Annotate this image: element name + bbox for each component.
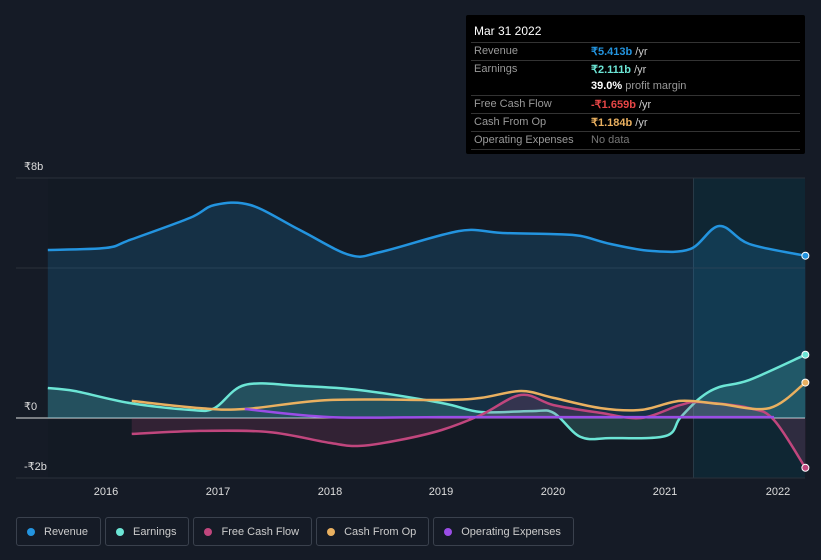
earnings-end-point — [801, 350, 810, 359]
tooltip-row-revenue: Revenue ₹5.413b /yr — [471, 42, 800, 60]
earnings-dot-icon — [116, 527, 125, 536]
legend-earnings[interactable]: Earnings — [105, 517, 190, 546]
legend-free-cash-flow[interactable]: Free Cash Flow — [193, 517, 313, 546]
y-tick-label: -₹2b — [24, 461, 47, 473]
y-tick-label: ₹8b — [24, 161, 44, 173]
opex-dot-icon — [444, 527, 453, 536]
revenue-dot-icon — [27, 527, 35, 536]
revenue-line — [47, 201, 806, 258]
x-tick-label: 2022 — [765, 486, 791, 498]
revenue-end-point — [801, 251, 810, 260]
tooltip-row-cfo: Cash From Op ₹1.184b /yr — [471, 113, 800, 131]
legend-operating-expenses[interactable]: Operating Expenses — [433, 517, 574, 546]
tooltip: Mar 31 2022 Revenue ₹5.413b /yr Earnings ₹… — [466, 15, 805, 154]
legend-cash-from-op[interactable]: Cash From Op — [316, 517, 430, 546]
tooltip-row-margin: 39.0% profit margin — [591, 80, 687, 92]
earnings-line — [47, 353, 806, 441]
tooltip-row-fcf: Free Cash Flow -₹1.659b /yr — [471, 95, 800, 113]
tooltip-row-opex: Operating Expenses No data — [471, 131, 800, 150]
operating-expenses-line — [244, 407, 775, 419]
x-tick-label: 2021 — [652, 486, 678, 498]
tooltip-date: Mar 31 2022 — [474, 24, 542, 38]
tooltip-row-earnings: Earnings ₹2.111b /yr — [471, 60, 800, 78]
x-tick-label: 2017 — [205, 486, 231, 498]
fcf-dot-icon — [204, 527, 213, 536]
legend: Revenue Earnings Free Cash Flow Cash Fro… — [16, 517, 574, 546]
free-cash-flow-end-point — [801, 463, 810, 472]
y-tick-label: ₹0 — [24, 401, 38, 413]
x-tick-label: 2020 — [540, 486, 566, 498]
revenue-area — [47, 202, 806, 418]
x-tick-label: 2018 — [317, 486, 343, 498]
legend-revenue[interactable]: Revenue — [16, 517, 102, 546]
plot-bg — [48, 178, 805, 478]
cfo-dot-icon — [327, 527, 336, 536]
cash-from-op-end-point — [801, 378, 810, 387]
x-tick-label: 2016 — [93, 486, 119, 498]
x-tick-label: 2019 — [428, 486, 454, 498]
